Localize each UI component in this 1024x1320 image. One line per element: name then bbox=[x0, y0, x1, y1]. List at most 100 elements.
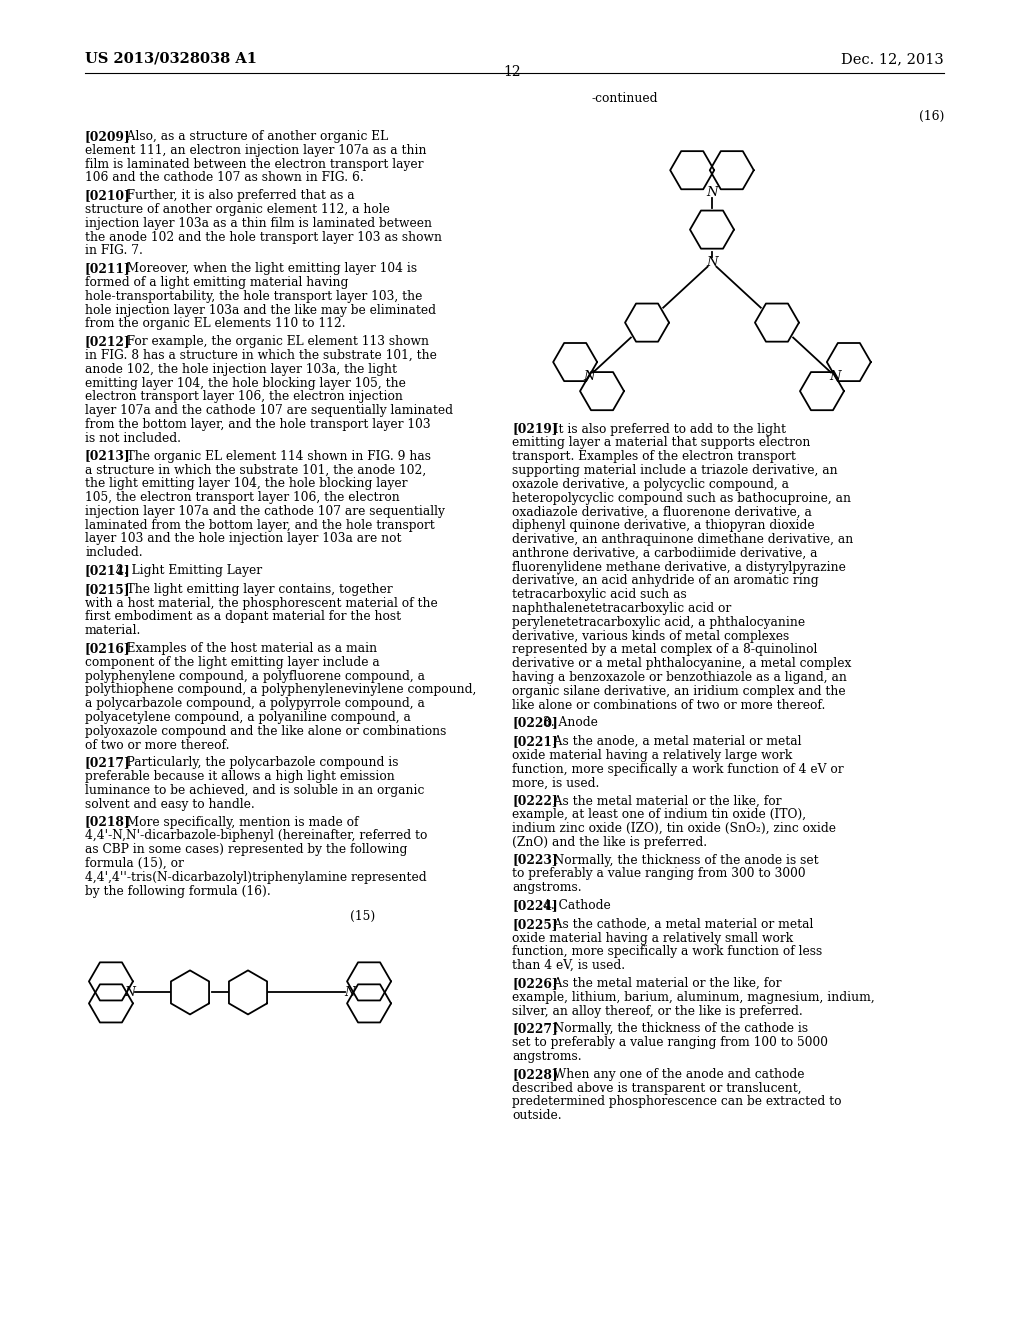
Text: anthrone derivative, a carbodiimide derivative, a: anthrone derivative, a carbodiimide deri… bbox=[512, 546, 817, 560]
Text: [0220]: [0220] bbox=[512, 717, 558, 730]
Text: with a host material, the phosphorescent material of the: with a host material, the phosphorescent… bbox=[85, 597, 437, 610]
Text: tetracarboxylic acid such as: tetracarboxylic acid such as bbox=[512, 589, 687, 601]
Text: N: N bbox=[344, 986, 355, 999]
Text: [0227]: [0227] bbox=[512, 1023, 558, 1035]
Text: injection layer 107a and the cathode 107 are sequentially: injection layer 107a and the cathode 107… bbox=[85, 504, 444, 517]
Text: a polycarbazole compound, a polypyrrole compound, a: a polycarbazole compound, a polypyrrole … bbox=[85, 697, 425, 710]
Text: perylenetetracarboxylic acid, a phthalocyanine: perylenetetracarboxylic acid, a phthaloc… bbox=[512, 616, 805, 628]
Text: [0228]: [0228] bbox=[512, 1068, 558, 1081]
Text: [0209]: [0209] bbox=[85, 129, 131, 143]
Text: As the cathode, a metal material or metal: As the cathode, a metal material or meta… bbox=[542, 917, 813, 931]
Text: polyphenylene compound, a polyfluorene compound, a: polyphenylene compound, a polyfluorene c… bbox=[85, 669, 425, 682]
Text: N: N bbox=[125, 986, 135, 999]
Text: formed of a light emitting material having: formed of a light emitting material havi… bbox=[85, 276, 348, 289]
Text: anode 102, the hole injection layer 103a, the light: anode 102, the hole injection layer 103a… bbox=[85, 363, 397, 376]
Text: preferable because it allows a high light emission: preferable because it allows a high ligh… bbox=[85, 770, 394, 783]
Text: Moreover, when the light emitting layer 104 is: Moreover, when the light emitting layer … bbox=[115, 263, 417, 275]
Text: Also, as a structure of another organic EL: Also, as a structure of another organic … bbox=[115, 129, 388, 143]
Text: [0212]: [0212] bbox=[85, 335, 131, 348]
Text: having a benzoxazole or benzothiazole as a ligand, an: having a benzoxazole or benzothiazole as… bbox=[512, 671, 847, 684]
Text: function, more specifically a work function of 4 eV or: function, more specifically a work funct… bbox=[512, 763, 844, 776]
Text: structure of another organic element 112, a hole: structure of another organic element 112… bbox=[85, 203, 390, 216]
Text: solvent and easy to handle.: solvent and easy to handle. bbox=[85, 797, 255, 810]
Text: (15): (15) bbox=[350, 911, 375, 924]
Text: example, lithium, barium, aluminum, magnesium, indium,: example, lithium, barium, aluminum, magn… bbox=[512, 991, 874, 1003]
Text: US 2013/0328038 A1: US 2013/0328038 A1 bbox=[85, 51, 257, 66]
Text: formula (15), or: formula (15), or bbox=[85, 857, 184, 870]
Text: oxazole derivative, a polycyclic compound, a: oxazole derivative, a polycyclic compoun… bbox=[512, 478, 790, 491]
Text: than 4 eV, is used.: than 4 eV, is used. bbox=[512, 960, 625, 973]
Text: derivative or a metal phthalocyanine, a metal complex: derivative or a metal phthalocyanine, a … bbox=[512, 657, 851, 671]
Text: derivative, various kinds of metal complexes: derivative, various kinds of metal compl… bbox=[512, 630, 790, 643]
Text: 12: 12 bbox=[503, 65, 521, 79]
Text: in FIG. 8 has a structure in which the substrate 101, the: in FIG. 8 has a structure in which the s… bbox=[85, 348, 437, 362]
Text: [0211]: [0211] bbox=[85, 263, 131, 275]
Text: When any one of the anode and cathode: When any one of the anode and cathode bbox=[542, 1068, 804, 1081]
Text: hole injection layer 103a and the like may be eliminated: hole injection layer 103a and the like m… bbox=[85, 304, 436, 317]
Text: laminated from the bottom layer, and the hole transport: laminated from the bottom layer, and the… bbox=[85, 519, 435, 532]
Text: angstroms.: angstroms. bbox=[512, 1049, 582, 1063]
Text: For example, the organic EL element 113 shown: For example, the organic EL element 113 … bbox=[115, 335, 429, 348]
Text: N: N bbox=[583, 370, 594, 383]
Text: 106 and the cathode 107 as shown in FIG. 6.: 106 and the cathode 107 as shown in FIG.… bbox=[85, 172, 364, 185]
Text: Particularly, the polycarbazole compound is: Particularly, the polycarbazole compound… bbox=[115, 756, 398, 770]
Text: N: N bbox=[707, 256, 718, 269]
Text: element 111, an electron injection layer 107a as a thin: element 111, an electron injection layer… bbox=[85, 144, 427, 157]
Text: [0215]: [0215] bbox=[85, 583, 130, 595]
Text: emitting layer a material that supports electron: emitting layer a material that supports … bbox=[512, 437, 810, 449]
Text: electron transport layer 106, the electron injection: electron transport layer 106, the electr… bbox=[85, 391, 402, 404]
Text: polyoxazole compound and the like alone or combinations: polyoxazole compound and the like alone … bbox=[85, 725, 446, 738]
Text: [0224]: [0224] bbox=[512, 899, 558, 912]
Text: Further, it is also preferred that as a: Further, it is also preferred that as a bbox=[115, 189, 354, 202]
Text: angstroms.: angstroms. bbox=[512, 882, 582, 894]
Text: first embodiment as a dopant material for the host: first embodiment as a dopant material fo… bbox=[85, 610, 401, 623]
Text: diphenyl quinone derivative, a thiopyran dioxide: diphenyl quinone derivative, a thiopyran… bbox=[512, 519, 815, 532]
Text: layer 103 and the hole injection layer 103a are not: layer 103 and the hole injection layer 1… bbox=[85, 532, 401, 545]
Text: outside.: outside. bbox=[512, 1109, 561, 1122]
Text: polyacetylene compound, a polyaniline compound, a: polyacetylene compound, a polyaniline co… bbox=[85, 711, 411, 723]
Text: 2. Light Emitting Layer: 2. Light Emitting Layer bbox=[117, 564, 262, 577]
Text: Normally, the thickness of the cathode is: Normally, the thickness of the cathode i… bbox=[542, 1023, 808, 1035]
Text: -continued: -continued bbox=[592, 92, 658, 106]
Text: Examples of the host material as a main: Examples of the host material as a main bbox=[115, 642, 377, 655]
Text: represented by a metal complex of a 8-quinolinol: represented by a metal complex of a 8-qu… bbox=[512, 643, 817, 656]
Text: As the anode, a metal material or metal: As the anode, a metal material or metal bbox=[542, 735, 801, 748]
Text: 4,4'-N,N'-dicarbazole-biphenyl (hereinafter, referred to: 4,4'-N,N'-dicarbazole-biphenyl (hereinaf… bbox=[85, 829, 427, 842]
Text: [0218]: [0218] bbox=[85, 816, 131, 829]
Text: from the organic EL elements 110 to 112.: from the organic EL elements 110 to 112. bbox=[85, 317, 346, 330]
Text: heteropolycyclic compound such as bathocuproine, an: heteropolycyclic compound such as bathoc… bbox=[512, 491, 851, 504]
Text: from the bottom layer, and the hole transport layer 103: from the bottom layer, and the hole tran… bbox=[85, 418, 431, 432]
Text: More specifically, mention is made of: More specifically, mention is made of bbox=[115, 816, 358, 829]
Text: As the metal material or the like, for: As the metal material or the like, for bbox=[542, 795, 781, 808]
Text: N: N bbox=[829, 370, 842, 383]
Text: material.: material. bbox=[85, 624, 141, 638]
Text: the light emitting layer 104, the hole blocking layer: the light emitting layer 104, the hole b… bbox=[85, 478, 408, 490]
Text: to preferably a value ranging from 300 to 3000: to preferably a value ranging from 300 t… bbox=[512, 867, 806, 880]
Text: component of the light emitting layer include a: component of the light emitting layer in… bbox=[85, 656, 380, 669]
Text: [0225]: [0225] bbox=[512, 917, 557, 931]
Text: 4,4',4''-tris(N-dicarbazolyl)triphenylamine represented: 4,4',4''-tris(N-dicarbazolyl)triphenylam… bbox=[85, 871, 427, 884]
Text: (ZnO) and the like is preferred.: (ZnO) and the like is preferred. bbox=[512, 836, 708, 849]
Text: [0226]: [0226] bbox=[512, 977, 558, 990]
Text: 3. Anode: 3. Anode bbox=[544, 717, 598, 730]
Text: naphthalenetetracarboxylic acid or: naphthalenetetracarboxylic acid or bbox=[512, 602, 731, 615]
Text: of two or more thereof.: of two or more thereof. bbox=[85, 739, 229, 751]
Text: [0221]: [0221] bbox=[512, 735, 558, 748]
Text: [0223]: [0223] bbox=[512, 854, 558, 867]
Text: as CBP in some cases) represented by the following: as CBP in some cases) represented by the… bbox=[85, 843, 408, 857]
Text: by the following formula (16).: by the following formula (16). bbox=[85, 884, 270, 898]
Text: derivative, an anthraquinone dimethane derivative, an: derivative, an anthraquinone dimethane d… bbox=[512, 533, 853, 546]
Text: oxide material having a relatively large work: oxide material having a relatively large… bbox=[512, 748, 793, 762]
Text: The organic EL element 114 shown in FIG. 9 has: The organic EL element 114 shown in FIG.… bbox=[115, 450, 431, 462]
Text: emitting layer 104, the hole blocking layer 105, the: emitting layer 104, the hole blocking la… bbox=[85, 376, 406, 389]
Text: [0213]: [0213] bbox=[85, 450, 131, 462]
Text: described above is transparent or translucent,: described above is transparent or transl… bbox=[512, 1081, 802, 1094]
Text: oxide material having a relatively small work: oxide material having a relatively small… bbox=[512, 932, 794, 945]
Text: The light emitting layer contains, together: The light emitting layer contains, toget… bbox=[115, 583, 392, 595]
Text: like alone or combinations of two or more thereof.: like alone or combinations of two or mor… bbox=[512, 698, 825, 711]
Text: Normally, the thickness of the anode is set: Normally, the thickness of the anode is … bbox=[542, 854, 818, 867]
Text: layer 107a and the cathode 107 are sequentially laminated: layer 107a and the cathode 107 are seque… bbox=[85, 404, 453, 417]
Text: hole-transportability, the hole transport layer 103, the: hole-transportability, the hole transpor… bbox=[85, 290, 422, 302]
Text: predetermined phosphorescence can be extracted to: predetermined phosphorescence can be ext… bbox=[512, 1096, 842, 1109]
Text: luminance to be achieved, and is soluble in an organic: luminance to be achieved, and is soluble… bbox=[85, 784, 424, 797]
